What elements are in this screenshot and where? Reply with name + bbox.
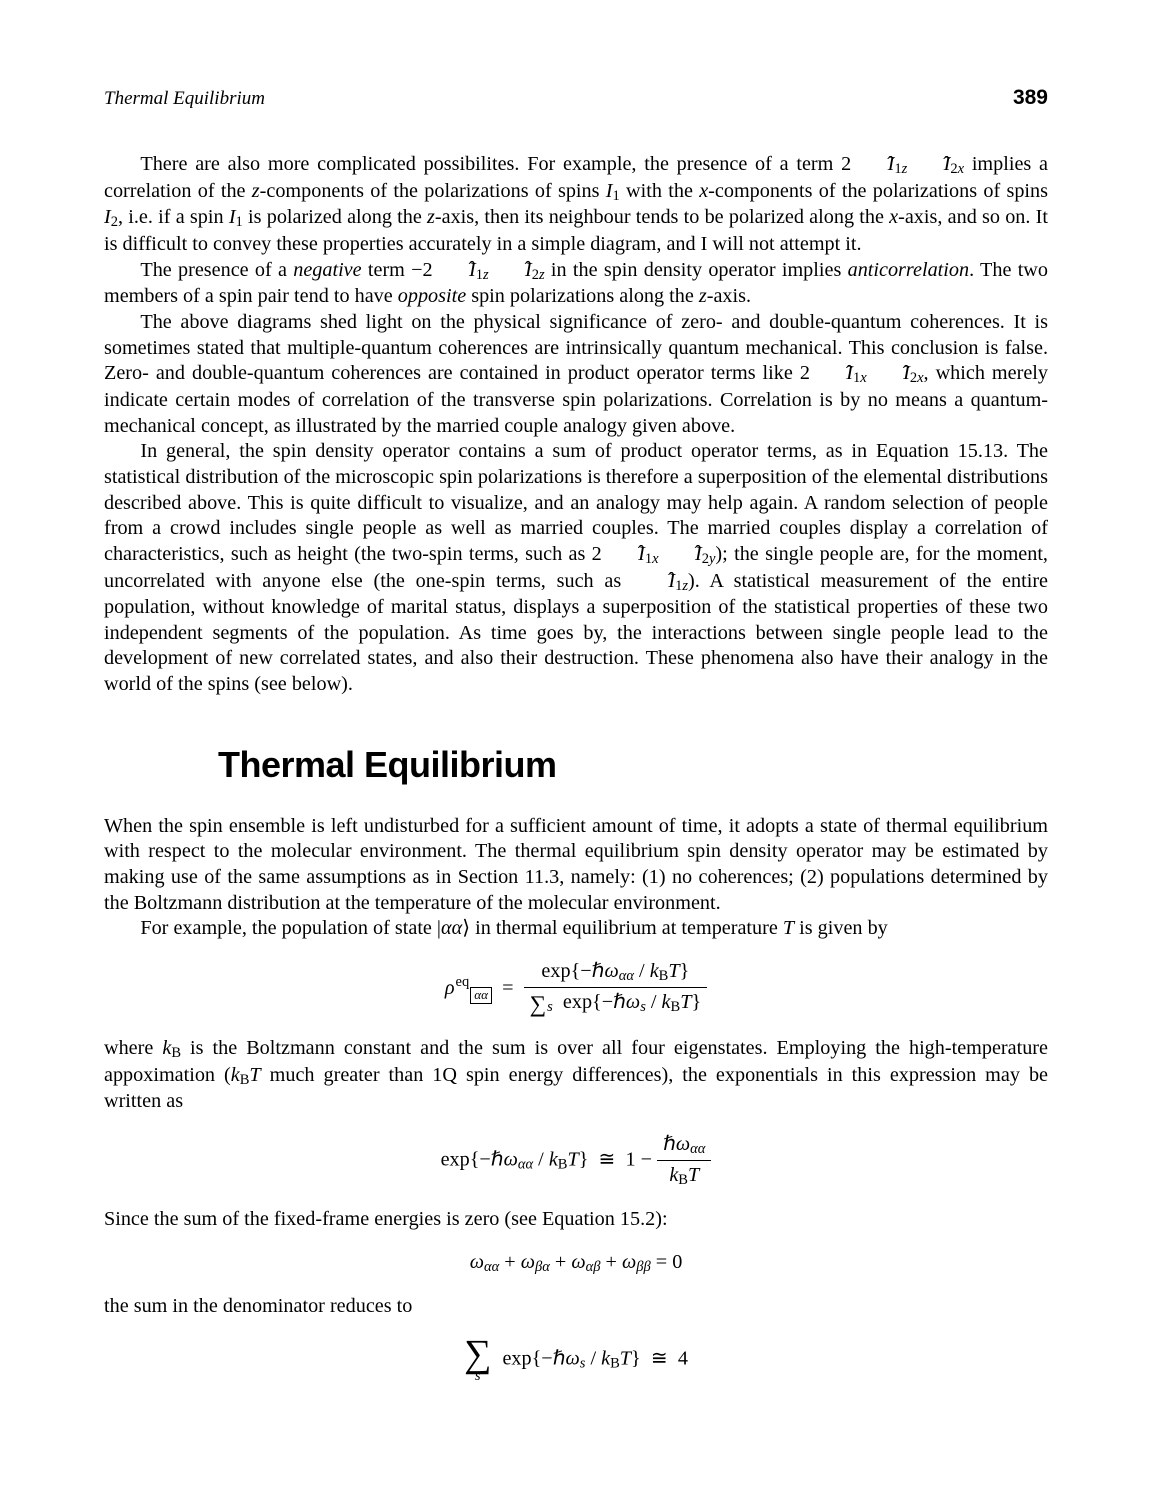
paragraph-2: The presence of a negative term −2I1zI2z…	[104, 258, 1048, 310]
paragraph-8: Since the sum of the fixed-frame energie…	[104, 1207, 1048, 1233]
paragraph-3: The above diagrams shed light on the phy…	[104, 310, 1048, 439]
equation-high-temp-approx: exp{−ℏωαα / kBT} ≅ 1 − ℏωαα kBT	[104, 1133, 1048, 1189]
paragraph-5: When the spin ensemble is left undisturb…	[104, 814, 1048, 917]
equation-energy-sum-zero: ωαα + ωβα + ωαβ + ωββ = 0	[104, 1251, 1048, 1276]
equation-denominator-sum: ∑ s exp{−ℏωs / kBT} ≅ 4	[104, 1337, 1048, 1383]
paragraph-7: where kB is the Boltzmann constant and t…	[104, 1036, 1048, 1115]
paragraph-1: There are also more complicated possibil…	[104, 152, 1048, 258]
emph-opposite: opposite	[398, 285, 466, 307]
paragraph-9: the sum in the denominator reduces to	[104, 1294, 1048, 1320]
running-head: Thermal Equilibrium 389	[104, 86, 1048, 110]
page-number: 389	[1013, 86, 1048, 110]
page: Thermal Equilibrium 389 There are also m…	[0, 0, 1152, 1461]
running-title: Thermal Equilibrium	[104, 88, 265, 110]
emph-anticorrelation: anticorrelation	[848, 259, 970, 281]
section-heading: Thermal Equilibrium	[218, 744, 1048, 786]
paragraph-4: In general, the spin density operator co…	[104, 439, 1048, 698]
paragraph-6: For example, the population of state |αα…	[104, 916, 1048, 942]
equation-population: ρeqαα = exp{−ℏωαα / kBT} ∑s exp{−ℏωs / k…	[104, 960, 1048, 1018]
emph-negative: negative	[293, 259, 361, 281]
